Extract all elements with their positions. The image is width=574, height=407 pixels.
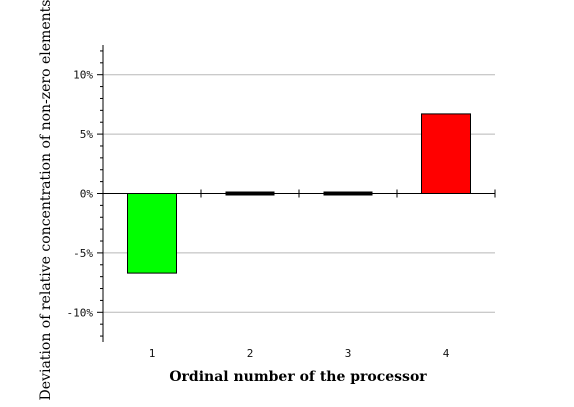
y-tick-label: 5% [80,128,94,141]
bar [127,193,177,274]
x-axis-title: Ordinal number of the processor [169,369,427,385]
y-tick-label: 10% [73,69,93,82]
x-tick-label: 1 [149,347,156,360]
y-tick-label: -5% [73,247,93,260]
y-tick-label: -10% [67,306,94,319]
y-tick-label: 0% [80,188,94,201]
y-ticks: -10% -5% 0% 5% 10% [67,50,103,337]
x-tick-label: 4 [443,347,450,360]
x-tick-label: 3 [345,347,352,360]
y-axis-title: Deviation of relative concentration of n… [38,0,54,400]
x-ticks: 1 2 3 4 [149,189,496,360]
bars [127,113,471,274]
bar [421,113,471,194]
x-tick-label: 2 [247,347,254,360]
